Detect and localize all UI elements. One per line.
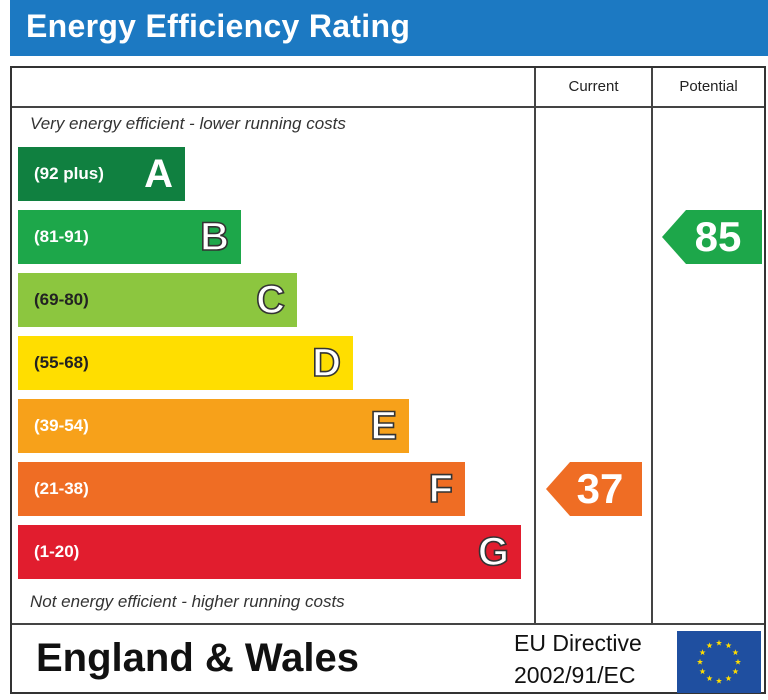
bottom-note: Not energy efficient - higher running co… bbox=[30, 592, 345, 611]
rating-frame bbox=[10, 66, 766, 694]
band-range-label: (1-20) bbox=[34, 542, 80, 561]
region-label: England & Wales bbox=[36, 636, 360, 680]
band-range-label: (92 plus) bbox=[34, 164, 104, 183]
page-title: Energy Efficiency Rating bbox=[26, 8, 411, 44]
band-letter-label: F bbox=[428, 466, 454, 512]
eu-star-icon bbox=[696, 658, 704, 665]
eu-directive-line2: 2002/91/EC bbox=[514, 662, 636, 688]
eu-star-icon bbox=[725, 675, 732, 682]
band-letter-label: B bbox=[199, 214, 229, 260]
eu-star-icon bbox=[734, 658, 742, 665]
eu-star-icon bbox=[706, 675, 713, 682]
current-rating-arrow bbox=[546, 462, 642, 516]
band-d: (55-68) D bbox=[18, 336, 353, 390]
eu-directive-line1: EU Directive bbox=[514, 630, 642, 656]
potential-column-divider bbox=[651, 68, 653, 623]
current-rating-value: 37 bbox=[576, 465, 624, 512]
potential-column-header: Potential bbox=[679, 78, 738, 95]
band-range-label: (39-54) bbox=[34, 416, 89, 435]
band-c: (69-80) C bbox=[18, 273, 297, 327]
band-range-label: (21-38) bbox=[34, 479, 89, 498]
band-e: (39-54) E bbox=[18, 399, 409, 453]
eu-star-icon bbox=[706, 642, 713, 649]
header-bar: Energy Efficiency Rating bbox=[10, 0, 768, 56]
eu-star-icon bbox=[725, 642, 732, 649]
top-note: Very energy efficient - lower running co… bbox=[30, 114, 346, 133]
eu-star-icon bbox=[732, 649, 739, 656]
band-f: (21-38) F bbox=[18, 462, 465, 516]
band-letter-label: D bbox=[311, 340, 341, 386]
eu-flag-icon bbox=[677, 631, 761, 693]
eu-star-icon bbox=[699, 668, 706, 675]
band-a: (92 plus) A bbox=[18, 147, 185, 201]
band-b: (81-91) B bbox=[18, 210, 241, 264]
eu-star-icon bbox=[732, 668, 739, 675]
eu-star-icon bbox=[699, 649, 706, 656]
band-range-label: (69-80) bbox=[34, 290, 89, 309]
band-g: (1-20) G bbox=[18, 525, 521, 579]
eu-star-icon bbox=[715, 677, 723, 684]
current-column-header: Current bbox=[568, 78, 619, 95]
band-range-label: (81-91) bbox=[34, 227, 89, 246]
band-letter-label: G bbox=[477, 529, 510, 575]
band-letter-label: C bbox=[255, 277, 285, 323]
footer-divider bbox=[12, 623, 764, 625]
header-divider bbox=[12, 106, 764, 108]
band-letter-label: A bbox=[144, 152, 173, 196]
eu-star-icon bbox=[715, 639, 723, 646]
band-range-label: (55-68) bbox=[34, 353, 89, 372]
band-letter-label: E bbox=[370, 403, 398, 449]
current-column-divider bbox=[534, 68, 536, 623]
potential-rating-arrow bbox=[662, 210, 762, 264]
potential-rating-value: 85 bbox=[694, 213, 742, 260]
